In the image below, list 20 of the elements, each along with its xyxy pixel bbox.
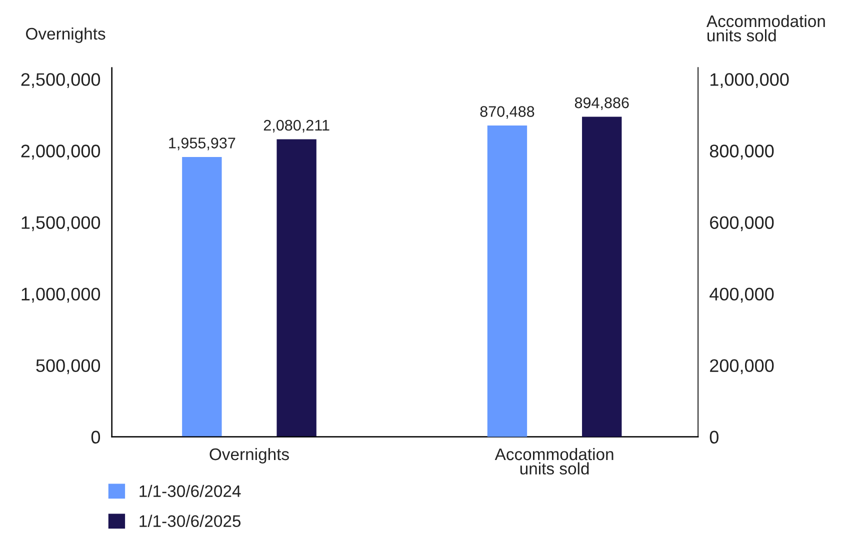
legend-label: 1/1-30/6/2024 <box>140 484 241 498</box>
y2-tick-label: 600,000 <box>710 216 774 232</box>
y-tick-label: 2,000,000 <box>21 144 100 160</box>
y-axis-title: Overnights <box>26 27 106 43</box>
y-tick-label: 1,500,000 <box>22 216 100 232</box>
data-label: 870,488 <box>480 106 534 119</box>
y2-axis-title: Accommodation units sold <box>706 14 825 42</box>
y-tick-label: 2,500,000 <box>21 73 100 88</box>
legend-label: 1/1-30/6/2025 <box>140 514 241 528</box>
y2-tick-label: 800,000 <box>710 144 774 160</box>
y2-tick-label: 400,000 <box>710 288 774 303</box>
data-label: 2,080,211 <box>264 120 330 132</box>
y2-tick-label: 1,000,000 <box>710 73 789 88</box>
y-tick-label: 1,000,000 <box>22 288 100 303</box>
y-tick-label: 500,000 <box>36 359 100 374</box>
y-tick-label: 0 <box>91 430 100 444</box>
y2-tick-label: 200,000 <box>710 359 774 374</box>
y2-tick-label: 0 <box>710 430 718 444</box>
data-label: 894,886 <box>574 97 629 110</box>
data-label: 1,955,937 <box>169 138 236 150</box>
